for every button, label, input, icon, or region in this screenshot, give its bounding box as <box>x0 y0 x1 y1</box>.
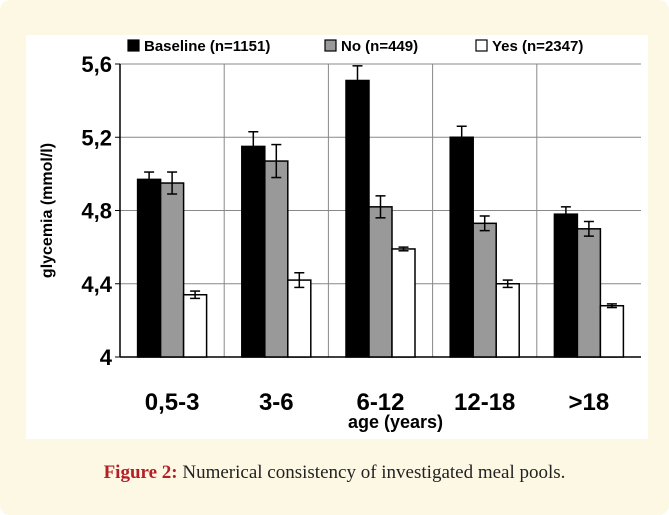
bar-no <box>159 182 185 358</box>
y-tick-label: 5,2 <box>81 125 112 150</box>
bar-baseline <box>136 178 162 358</box>
caption-text: Numerical consistency of investigated me… <box>182 462 566 483</box>
caption-label: Figure 2: <box>103 462 178 483</box>
x-axis-label: age (years) <box>348 412 443 432</box>
bar-no <box>472 222 497 358</box>
legend-label: Baseline (n=1151) <box>144 38 270 55</box>
legend-swatch <box>475 39 488 52</box>
legend-label: Yes (n=2347) <box>492 38 583 55</box>
bar-yes <box>182 293 208 358</box>
legend-label: No (n=449) <box>341 38 418 55</box>
bar-no <box>368 206 393 358</box>
bar-baseline <box>449 136 474 358</box>
bar-no <box>576 228 602 358</box>
x-tick-label: 12-18 <box>454 389 515 416</box>
bar-no <box>264 160 289 358</box>
legend-swatch <box>127 39 140 52</box>
bar-baseline <box>553 213 579 358</box>
y-axis-label: glycemia (mmol/l) <box>39 143 56 278</box>
figure-caption: Figure 2: Numerical consistency of inves… <box>0 462 669 484</box>
y-tick-label: 5,6 <box>81 52 112 77</box>
x-tick-label: 6-12 <box>356 389 404 416</box>
chart-panel <box>26 35 648 439</box>
bar-yes <box>495 283 520 358</box>
bar-baseline <box>345 79 370 358</box>
y-tick-label: 4,8 <box>81 199 112 224</box>
bar-yes <box>391 248 416 358</box>
bar-yes <box>599 304 625 358</box>
bar-baseline <box>241 145 266 358</box>
x-tick-label: >18 <box>569 389 610 416</box>
legend-swatch <box>324 39 337 52</box>
y-tick-label: 4 <box>100 345 113 370</box>
x-tick-label: 0,5-3 <box>145 389 200 416</box>
bar-yes <box>287 279 312 358</box>
x-tick-label: 3-6 <box>259 389 294 416</box>
y-tick-label: 4,4 <box>81 272 112 297</box>
